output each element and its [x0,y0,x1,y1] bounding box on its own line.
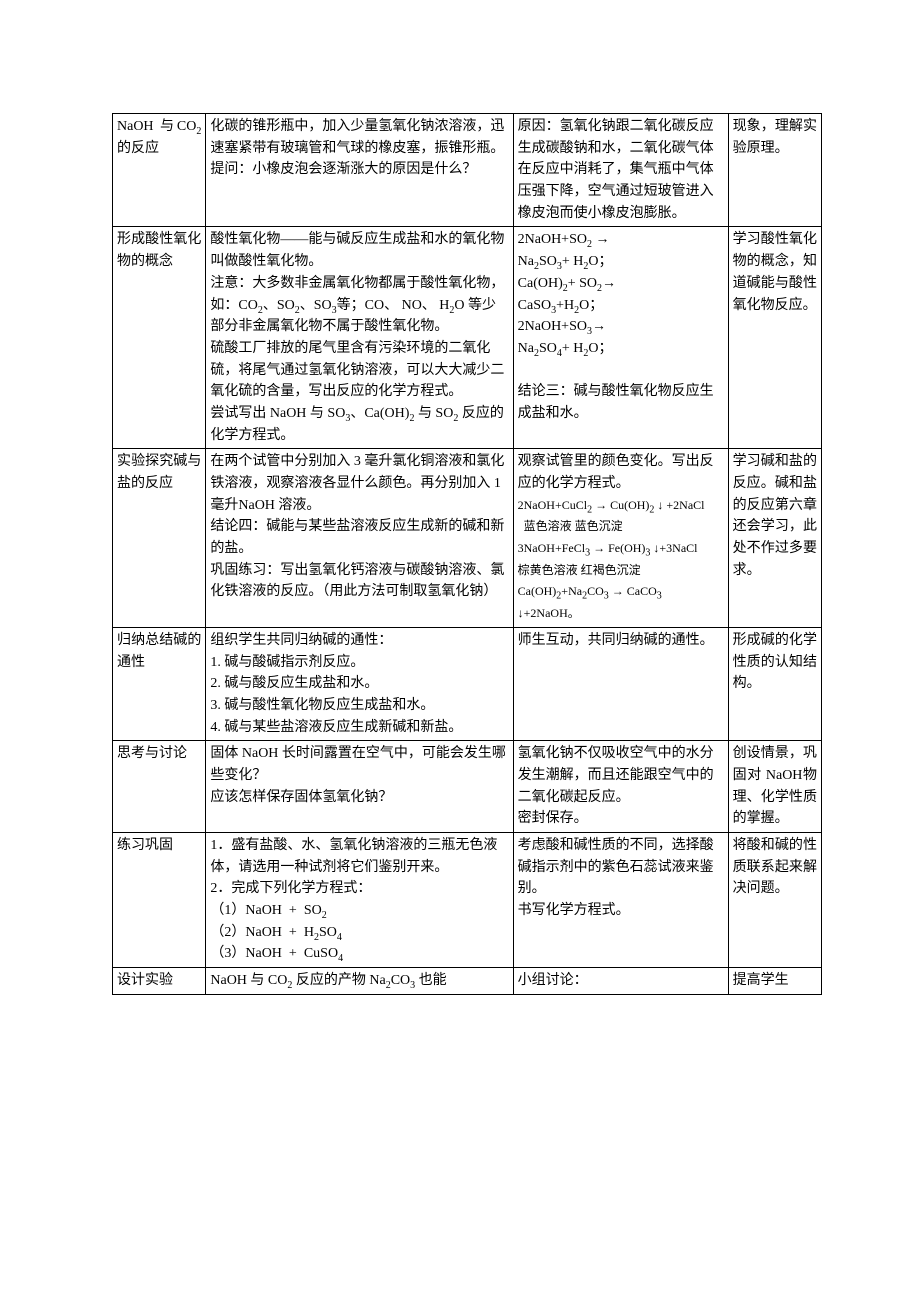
student-cell: 原因：氢氧化钠跟二氧化碳反应生成碳酸钠和水，二氧化碳气体在反应中消耗了，集气瓶中… [513,114,728,227]
student-cell: 小组讨论： [513,968,728,995]
student-cell: 师生互动，共同归纳碱的通性。 [513,627,728,740]
purpose-cell: 提高学生 [728,968,821,995]
purpose-cell: 学习酸性氧化物的概念，知道碱能与酸性氧化物反应。 [728,227,821,449]
teacher-cell: 酸性氧化物——能与碱反应生成盐和水的氧化物叫做酸性氧化物。注意：大多数非金属氧化… [206,227,513,449]
purpose-cell: 学习碱和盐的反应。碱和盐的反应第六章还会学习，此处不作过多要求。 [728,449,821,628]
topic-cell: 形成酸性氧化物的概念 [113,227,206,449]
teacher-cell: NaOH 与 CO2 反应的产物 Na2CO3 也能 [206,968,513,995]
table-row: 练习巩固1．盛有盐酸、水、氢氧化钠溶液的三瓶无色液体，请选用一种试剂将它们鉴别开… [113,833,822,968]
purpose-cell: 现象，理解实验原理。 [728,114,821,227]
purpose-cell: 创设情景，巩固对 NaOH物理、化学性质的掌握。 [728,741,821,833]
purpose-cell: 形成碱的化学性质的认知结构。 [728,627,821,740]
topic-cell: 练习巩固 [113,833,206,968]
student-cell: 观察试管里的颜色变化。写出反应的化学方程式。2NaOH+CuCl2 → Cu(O… [513,449,728,628]
teacher-cell: 组织学生共同归纳碱的通性：1. 碱与酸碱指示剂反应。2. 碱与酸反应生成盐和水。… [206,627,513,740]
lesson-plan-table: NaOH 与CO2 的反应化碳的锥形瓶中，加入少量氢氧化钠浓溶液，迅速塞紧带有玻… [112,113,822,995]
student-cell: 考虑酸和碱性质的不同，选择酸碱指示剂中的紫色石蕊试液来鉴别。书写化学方程式。 [513,833,728,968]
table-body: NaOH 与CO2 的反应化碳的锥形瓶中，加入少量氢氧化钠浓溶液，迅速塞紧带有玻… [113,114,822,995]
teacher-cell: 化碳的锥形瓶中，加入少量氢氧化钠浓溶液，迅速塞紧带有玻璃管和气球的橡皮塞，振锥形… [206,114,513,227]
purpose-cell: 将酸和碱的性质联系起来解决问题。 [728,833,821,968]
topic-cell: NaOH 与CO2 的反应 [113,114,206,227]
table-row: 思考与讨论固体 NaOH 长时间露置在空气中，可能会发生哪些变化？应该怎样保存固… [113,741,822,833]
table-row: NaOH 与CO2 的反应化碳的锥形瓶中，加入少量氢氧化钠浓溶液，迅速塞紧带有玻… [113,114,822,227]
student-cell: 2NaOH+SO2 →Na2SO3+ H2O；Ca(OH)2+ SO2→CaSO… [513,227,728,449]
page: NaOH 与CO2 的反应化碳的锥形瓶中，加入少量氢氧化钠浓溶液，迅速塞紧带有玻… [0,0,920,1302]
teacher-cell: 固体 NaOH 长时间露置在空气中，可能会发生哪些变化？应该怎样保存固体氢氧化钠… [206,741,513,833]
table-row: 归纳总结碱的通性组织学生共同归纳碱的通性：1. 碱与酸碱指示剂反应。2. 碱与酸… [113,627,822,740]
topic-cell: 归纳总结碱的通性 [113,627,206,740]
table-row: 设计实验NaOH 与 CO2 反应的产物 Na2CO3 也能小组讨论：提高学生 [113,968,822,995]
table-row: 形成酸性氧化物的概念酸性氧化物——能与碱反应生成盐和水的氧化物叫做酸性氧化物。注… [113,227,822,449]
student-cell: 氢氧化钠不仅吸收空气中的水分发生潮解，而且还能跟空气中的二氧化碳起反应。密封保存… [513,741,728,833]
topic-cell: 设计实验 [113,968,206,995]
topic-cell: 实验探究碱与盐的反应 [113,449,206,628]
teacher-cell: 在两个试管中分别加入 3 毫升氯化铜溶液和氯化铁溶液，观察溶液各显什么颜色。再分… [206,449,513,628]
topic-cell: 思考与讨论 [113,741,206,833]
teacher-cell: 1．盛有盐酸、水、氢氧化钠溶液的三瓶无色液体，请选用一种试剂将它们鉴别开来。2．… [206,833,513,968]
table-row: 实验探究碱与盐的反应在两个试管中分别加入 3 毫升氯化铜溶液和氯化铁溶液，观察溶… [113,449,822,628]
